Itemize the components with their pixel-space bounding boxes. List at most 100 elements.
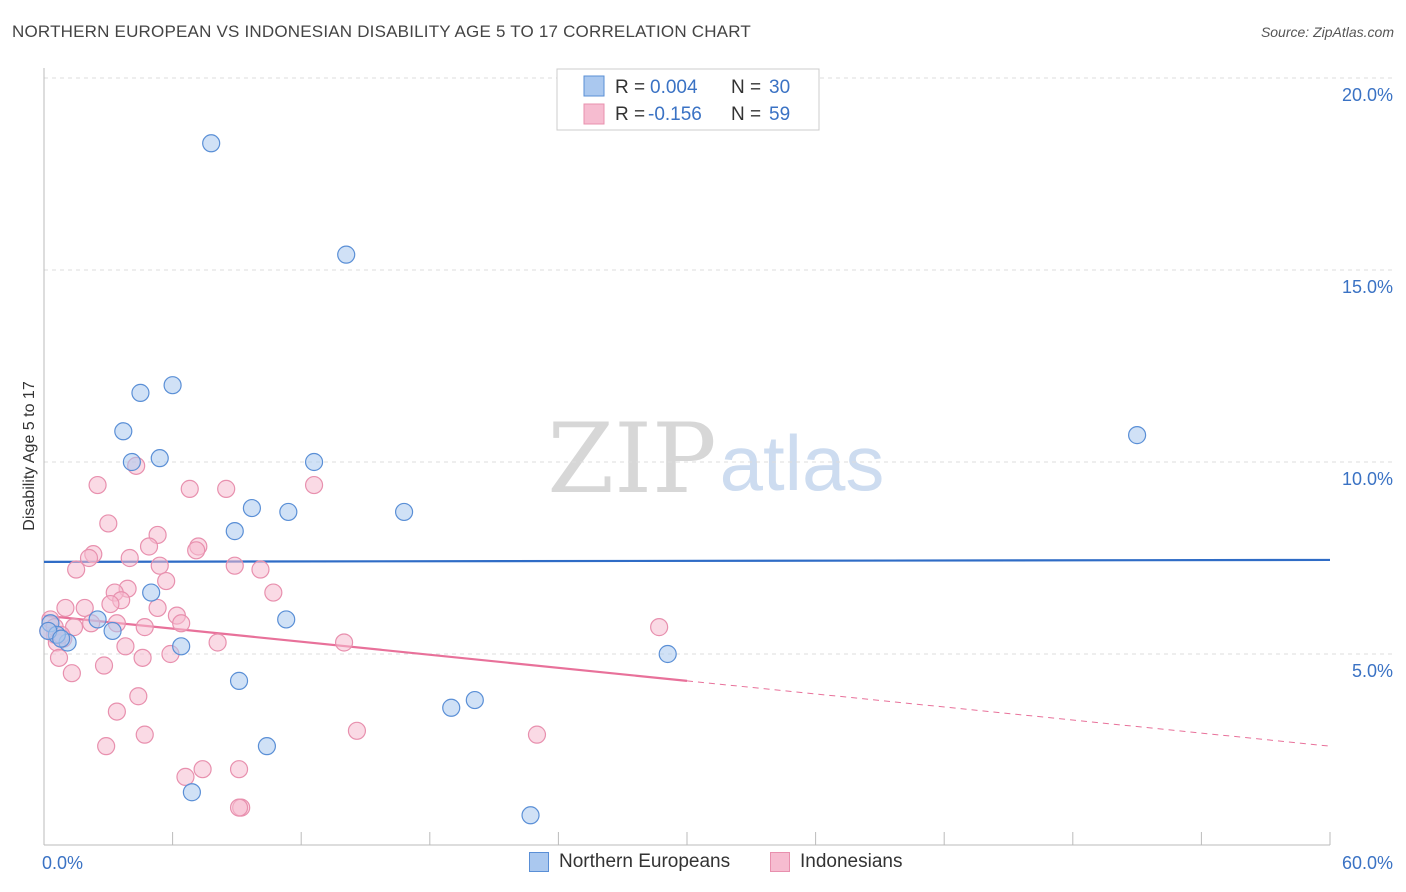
indonesian-point	[334, 633, 354, 652]
trend-lines	[43, 558, 1331, 747]
stats-swatch-northern	[583, 75, 605, 97]
northern-european-point	[52, 629, 71, 648]
indonesian-point	[139, 537, 159, 556]
indonesian-point	[97, 737, 116, 756]
northern-european-point	[257, 737, 277, 756]
stats-n-value-2: 59	[769, 104, 790, 125]
indonesian-point	[135, 618, 154, 637]
legend-label-indonesian: Indonesians	[800, 851, 903, 872]
indonesian-point	[75, 598, 94, 618]
stats-r-label-2: R =	[615, 104, 645, 125]
grid-lines	[44, 77, 1392, 655]
northern-european-point	[394, 502, 414, 522]
indonesian-point	[225, 556, 244, 575]
stats-legend: R = 0.004 N = 30 R = -0.156 N = 59	[556, 68, 820, 131]
x-tick-label-min: 0.0%	[42, 853, 83, 873]
y-tick-label: 10.0%	[1342, 469, 1393, 489]
northern-european-point	[142, 583, 161, 602]
y-tick-label: 5.0%	[1352, 661, 1393, 681]
watermark-zip: ZIP	[547, 403, 716, 515]
x-ticks: 0.0% 60.0%	[42, 832, 1393, 873]
x-tick-label-max: 60.0%	[1342, 853, 1393, 873]
indonesian-point	[347, 721, 367, 740]
indonesian-point	[120, 548, 139, 568]
northern-european-point	[337, 245, 356, 264]
stats-n-label-1: N =	[731, 77, 761, 98]
y-tick-label: 15.0%	[1342, 277, 1393, 297]
y-axis-label: Disability Age 5 to 17	[21, 381, 38, 531]
indonesian-point	[99, 514, 118, 533]
chart-title: NORTHERN EUROPEAN VS INDONESIAN DISABILI…	[12, 22, 751, 41]
bottom-legend: Northern Europeans Indonesians	[0, 851, 1406, 879]
northern-european-point	[1127, 426, 1147, 445]
northern-european-point	[277, 610, 296, 629]
northern-european-point	[304, 452, 324, 472]
northern-european-point	[150, 449, 169, 468]
indonesian-point	[527, 725, 547, 744]
indonesian-point	[650, 618, 669, 637]
northern-european-point	[172, 637, 191, 656]
indonesian-point	[101, 594, 120, 614]
indonesian-point	[107, 702, 126, 721]
indonesian-point	[208, 633, 227, 652]
stats-r-value-2: -0.156	[648, 104, 702, 125]
indonesian-point	[116, 637, 135, 656]
stats-n-value-1: 30	[769, 77, 790, 98]
y-tick-labels: 5.0% 10.0% 15.0% 20.0%	[1342, 85, 1393, 681]
northern-european-point	[182, 783, 201, 802]
indonesian-point	[62, 664, 81, 683]
indonesian-point	[251, 560, 270, 579]
indonesian-point	[148, 598, 167, 618]
indonesian-point	[229, 760, 249, 779]
legend-swatch-indonesian	[770, 852, 790, 872]
indonesian-point	[129, 687, 148, 706]
indonesian-point	[304, 475, 324, 495]
indonesian-point	[264, 583, 283, 602]
indonesian-point	[150, 556, 169, 575]
northern-european-point	[114, 422, 133, 441]
indonesian-point	[135, 725, 154, 744]
stats-r-value-1: 0.004	[650, 77, 698, 98]
northern-european-point	[103, 621, 122, 641]
indonesian-point	[172, 614, 191, 633]
northern-european-point	[202, 134, 221, 153]
indonesian-point	[176, 767, 195, 786]
indonesian-point	[187, 541, 206, 560]
indonesian-point	[79, 548, 99, 568]
legend-swatch-northern	[529, 852, 549, 872]
northern-european-point	[465, 690, 484, 710]
y-tick-label: 20.0%	[1342, 85, 1393, 105]
stats-r-label-1: R =	[615, 77, 645, 98]
stats-swatch-indonesian	[583, 103, 605, 125]
northern-european-point	[242, 498, 262, 518]
northern-european-point	[122, 452, 141, 472]
northern-european-point	[88, 610, 107, 629]
indonesian-point	[193, 760, 212, 779]
source-label: Source: ZipAtlas.com	[1260, 24, 1394, 40]
watermark-atlas: atlas	[720, 419, 885, 507]
northern-european-point	[163, 376, 182, 395]
northern-european-point	[442, 698, 461, 717]
northern-europeans-points	[39, 134, 1147, 825]
indonesian-trend-extension	[686, 680, 1331, 747]
indonesian-point	[217, 479, 236, 498]
indonesian-point	[94, 656, 114, 675]
legend-label-northern: Northern Europeans	[559, 851, 731, 872]
northern-european-point	[229, 671, 249, 690]
indonesian-point	[180, 479, 199, 498]
indonesian-point	[67, 560, 86, 579]
northern-european-point	[131, 383, 150, 402]
stats-n-label-2: N =	[731, 104, 761, 125]
legend-item-northern-europeans: Northern Europeans	[529, 851, 730, 873]
legend-item-indonesians: Indonesians	[770, 851, 902, 873]
indonesian-point	[88, 475, 107, 495]
northern-european-point	[658, 644, 677, 664]
indonesian-point	[56, 598, 75, 618]
indonesian-point	[49, 648, 69, 667]
northern-european-point	[279, 502, 298, 522]
indonesian-point	[229, 798, 249, 817]
northern-european-point	[521, 806, 540, 825]
indonesian-point	[157, 571, 176, 591]
northern-european-point	[225, 522, 244, 541]
